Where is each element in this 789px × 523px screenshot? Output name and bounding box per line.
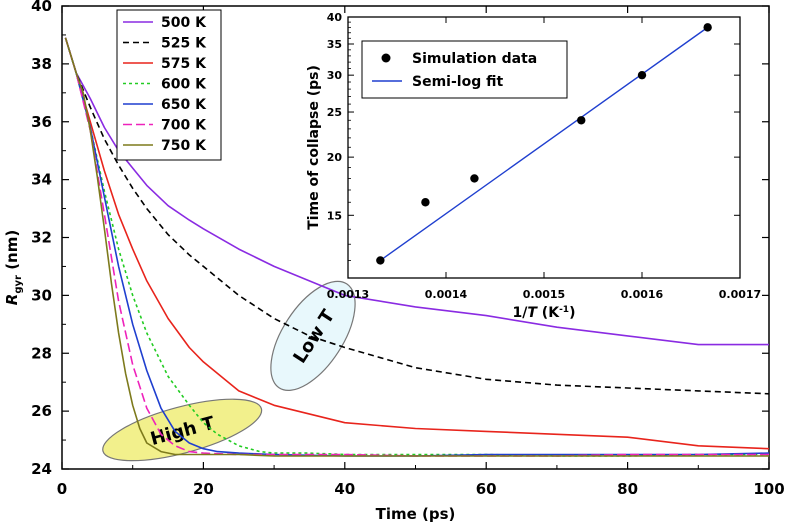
x-tick-label: 20	[193, 480, 214, 498]
inset-y-tick-label: 20	[327, 151, 343, 164]
legend-label: 600 K	[161, 77, 207, 93]
x-tick-label: 40	[334, 480, 355, 498]
inset-x-label-unit: (K	[537, 305, 560, 321]
inset-y-tick-label: 15	[327, 209, 342, 222]
annotation-group: Low T	[270, 280, 356, 391]
inset-x-label-pre: 1/	[513, 305, 529, 321]
legend-box	[116, 9, 222, 161]
annotation-ellipse	[270, 280, 356, 391]
inset-y-tick-label: 30	[327, 69, 343, 82]
x-axis-label: Time (ps)	[376, 505, 456, 523]
y-tick-label: 38	[31, 55, 52, 73]
inset-x-tick-label: 0.0014	[425, 288, 468, 301]
legend-label: 700 K	[161, 118, 207, 134]
inset-x-label-sup: -1	[559, 305, 569, 315]
inset-data-point	[637, 70, 647, 80]
y-tick-label: 32	[31, 229, 52, 247]
legend-label: 500 K	[161, 15, 207, 31]
y-axis-label-symbol: R	[3, 294, 21, 306]
y-tick-label: 24	[31, 460, 52, 478]
series-line	[64, 37, 770, 450]
series-line	[64, 37, 769, 457]
inset-y-tick-label: 40	[327, 11, 343, 24]
main-plot: 0 20 40 60 80 100 24 26 28 30 32 34 36 38 40 Time (ps) R…	[3, 0, 785, 523]
y-axis-label-subscript: gyr	[13, 275, 24, 294]
inset-legend-box	[361, 40, 568, 99]
series-line	[64, 37, 770, 395]
x-tick-label: 60	[476, 480, 497, 498]
y-axis-label-unit: (nm)	[3, 230, 21, 275]
series-line	[64, 37, 769, 346]
x-tick-label: 0	[57, 480, 67, 498]
y-tick-label: 28	[31, 344, 52, 362]
inset-legend-point-swatch	[381, 53, 391, 63]
inset-y-tick-label: 35	[327, 38, 342, 51]
inset-x-tick-label: 0.0016	[621, 288, 664, 301]
legend-label: 525 K	[161, 36, 207, 52]
inset-x-tick-label: 0.0015	[523, 288, 565, 301]
annotation-ellipse	[102, 398, 263, 462]
y-axis-label: Rgyr (nm)	[3, 230, 24, 305]
inset-data-point	[470, 174, 479, 183]
x-tick-label: 100	[753, 480, 784, 498]
y-tick-label: 30	[31, 286, 52, 304]
inset-x-tick-label: 0.0017	[719, 288, 761, 301]
inset-x-tick-label: 0.0013	[327, 288, 369, 301]
y-tick-label: 40	[31, 0, 52, 15]
legend-label: 750 K	[161, 138, 207, 154]
x-tick-label: 80	[617, 480, 638, 498]
annotation-group: High T	[102, 398, 263, 462]
y-tick-label: 26	[31, 402, 52, 420]
inset-legend-label: Simulation data	[412, 51, 537, 67]
inset-y-axis-label: Time of collapse (ps)	[306, 65, 322, 230]
y-tick-label: 36	[31, 113, 52, 131]
inset-fit-line	[379, 26, 709, 261]
series-line	[64, 37, 770, 457]
inset-data-point	[703, 23, 712, 32]
y-tick-label: 34	[31, 171, 52, 189]
inset-plot: 0.0013 0.0014 0.0015 0.0016 0.0017 15 20 25 30 35…	[306, 11, 761, 321]
legend-label: 575 K	[161, 56, 207, 72]
inset-data-point	[376, 256, 385, 265]
legend-label: 650 K	[161, 97, 207, 113]
inset-x-axis-label: 1/T (K-1)	[513, 305, 576, 321]
inset-x-label-end: )	[569, 305, 575, 321]
inset-x-label-italic: T	[527, 305, 538, 321]
inset-legend-label: Semi-log fit	[412, 74, 503, 90]
inset-data-point	[421, 198, 430, 207]
inset-data-point	[577, 116, 586, 125]
inset-y-tick-label: 25	[327, 106, 342, 119]
